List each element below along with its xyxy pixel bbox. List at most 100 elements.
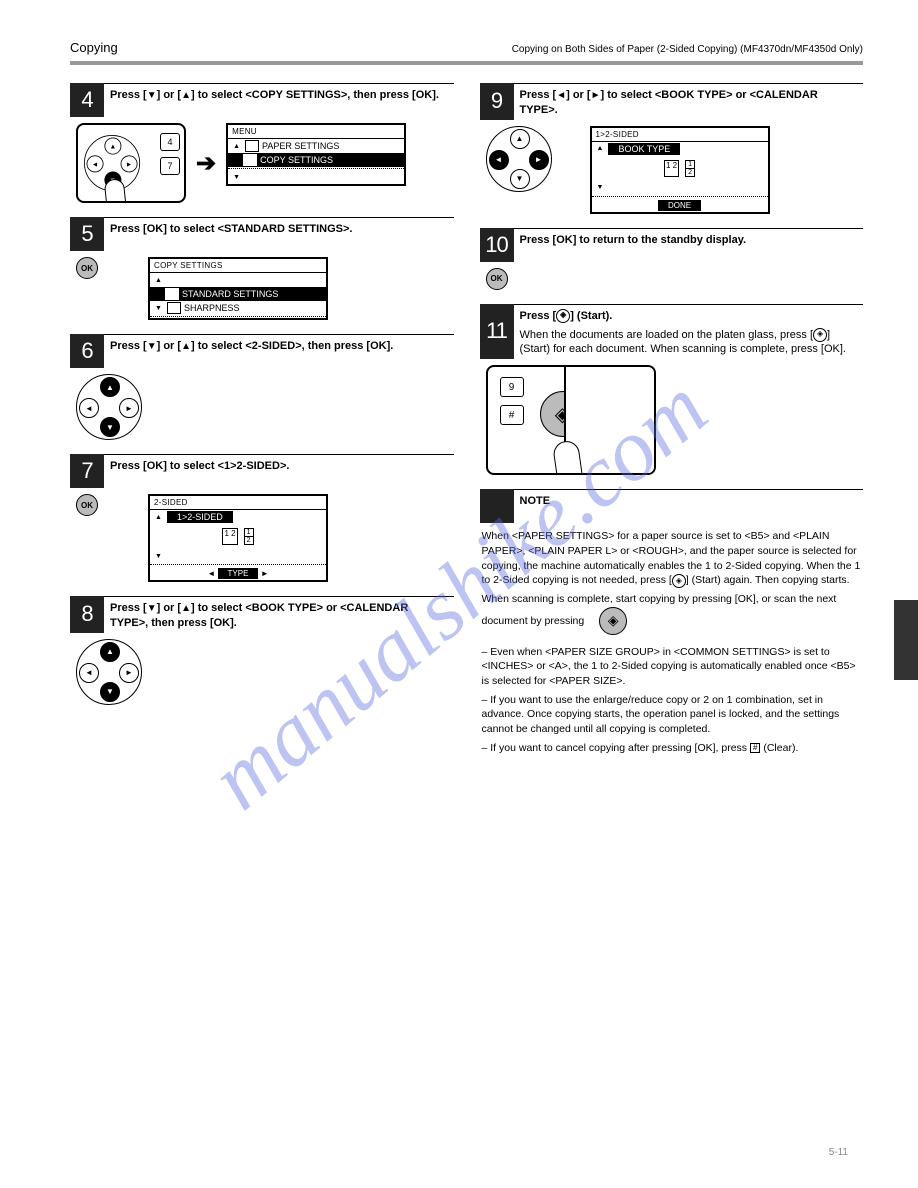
dpad-up-icon: ▲	[510, 129, 530, 149]
ok-button-icon: OK	[76, 257, 98, 279]
step-9-lcd: 1>2-SIDED ▲BOOK TYPE 1 2 12 ▼ DONE	[590, 126, 770, 214]
lcd-up-arrow-icon: ▲	[231, 143, 242, 150]
note-marker	[480, 489, 514, 523]
triangle-left-icon: ◄	[556, 90, 566, 101]
pages-12-icon: 1 2	[664, 160, 679, 177]
key-4: 4	[160, 133, 180, 151]
note-line-3c: If you want to cancel copying after pres…	[490, 742, 750, 754]
step-4-text-a: Press [	[110, 89, 147, 101]
header-left: Copying	[70, 40, 118, 55]
step-4-text-b: ] or [	[157, 89, 181, 101]
page-footer: 5-11	[0, 1147, 918, 1158]
dpad-down-icon: ▼	[100, 682, 120, 702]
step-4: 4 Press [▼] or [▲] to select <COPY SETTI…	[70, 83, 454, 203]
page-header: Copying Copying on Both Sides of Paper (…	[70, 40, 863, 65]
dpad-left-icon: ◄	[79, 398, 99, 418]
step-9-text-a: Press [	[520, 89, 557, 101]
step-7-lcd: 2-SIDED ▲1>2-SIDED 1 2 12 ▼ ◄ TYPE ►	[148, 494, 328, 582]
dpad-up-icon: ▲	[104, 138, 121, 155]
main-columns: 4 Press [▼] or [▲] to select <COPY SETTI…	[70, 83, 863, 755]
step-5-text: Press [OK] to select <STANDARD SETTINGS>…	[104, 217, 454, 251]
step-6-text-a: Press [	[110, 340, 147, 352]
note-text: When <PAPER SETTINGS> for a paper source…	[480, 529, 864, 755]
lcd-row-2: COPY SETTINGS	[260, 155, 333, 165]
ok-button-icon: OK	[486, 268, 508, 290]
lcd-left-arrow-icon: ◄	[207, 569, 215, 578]
lcd-icon-row: 1 2 12	[592, 156, 768, 181]
step-11-keypad-illustration: 9 # ◈	[486, 365, 656, 475]
step-4-lcd: MENU ▲PAPER SETTINGS COPY SETTINGS ▼	[226, 123, 406, 186]
lcd-right-arrow-icon: ►	[261, 569, 269, 578]
lcd-row-1: BOOK TYPE	[608, 143, 680, 155]
lcd-title: 2-SIDED	[150, 496, 326, 510]
ok-button-icon: OK	[76, 494, 98, 516]
note-header: NOTE	[520, 494, 551, 509]
lcd-up-arrow-icon: ▲	[153, 514, 164, 521]
lcd-down-arrow-icon: ▼	[153, 553, 164, 560]
step-9-text-b: ] or [	[566, 89, 590, 101]
dpad-icon: ▲ ◄ ► ▼	[486, 126, 552, 192]
page-number: 5-11	[829, 1147, 848, 1158]
step-7-text: Press [OK] to select <1>2-SIDED>.	[104, 454, 454, 488]
step-8-text-a: Press [	[110, 602, 147, 614]
left-column: 4 Press [▼] or [▲] to select <COPY SETTI…	[70, 83, 454, 755]
page-side-tab	[894, 600, 918, 680]
menu-item-icon	[165, 288, 179, 300]
pages-12-icon: 1 2	[222, 528, 237, 545]
step-10-number: 10	[480, 228, 514, 262]
step-8-text: Press [▼] or [▲] to select <BOOK TYPE> o…	[104, 596, 454, 633]
step-5-lcd: COPY SETTINGS ▲ STANDARD SETTINGS ▼SHARP…	[148, 257, 328, 320]
lcd-title: COPY SETTINGS	[150, 259, 326, 273]
step-11-text-a: Press [	[520, 310, 557, 322]
dpad-left-icon: ◄	[79, 663, 99, 683]
lcd-up-arrow-icon: ▲	[595, 145, 606, 152]
menu-item-icon	[245, 140, 259, 152]
dpad-right-icon: ►	[119, 663, 139, 683]
lcd-row-1: PAPER SETTINGS	[262, 141, 339, 151]
step-10-text: Press [OK] to return to the standby disp…	[514, 228, 864, 262]
triangle-up-icon: ▲	[181, 90, 191, 101]
step-9: 9 Press [◄] or [►] to select <BOOK TYPE>…	[480, 83, 864, 214]
triangle-down-icon: ▼	[147, 90, 157, 101]
step-4-text-c: ] to select <COPY SETTINGS>, then press …	[191, 89, 439, 101]
step-9-number: 9	[480, 83, 514, 120]
dpad-icon: ▲ ◄ ► ▼	[76, 639, 142, 705]
step-10: 10 Press [OK] to return to the standby d…	[480, 228, 864, 290]
note-block: NOTE When <PAPER SETTINGS> for a paper s…	[480, 489, 864, 755]
lcd-up-arrow-icon: ▲	[153, 277, 164, 284]
lcd-title: 1>2-SIDED	[592, 128, 768, 142]
note-line-2: When scanning is complete, start copying…	[482, 593, 837, 626]
lcd-icon-row: 1 2 12	[150, 524, 326, 549]
start-icon: ◈	[556, 309, 570, 323]
dpad-right-icon: ►	[121, 155, 138, 172]
step-11-text: Press [◈] (Start). When the documents ar…	[514, 304, 864, 360]
step-11-text-b: ] (Start).	[570, 310, 612, 322]
lcd-hint: TYPE	[218, 568, 259, 579]
start-button-icon: ◈	[599, 607, 627, 635]
step-9-text: Press [◄] or [►] to select <BOOK TYPE> o…	[514, 83, 864, 120]
step-11-number: 11	[480, 304, 514, 360]
step-6: 6 Press [▼] or [▲] to select <2-SIDED>, …	[70, 334, 454, 440]
triangle-down-icon: ▼	[147, 603, 157, 614]
dpad-right-icon: ►	[119, 398, 139, 418]
step-10-text-a: Press [OK] to return to the standby disp…	[520, 234, 747, 246]
step-6-number: 6	[70, 334, 104, 368]
key-hash: #	[500, 405, 524, 425]
pages-stack-icon: 12	[244, 528, 254, 545]
step-4-text: Press [▼] or [▲] to select <COPY SETTING…	[104, 83, 454, 117]
lcd-row-1: STANDARD SETTINGS	[182, 289, 278, 299]
step-6-text-b: ] or [	[157, 340, 181, 352]
step-11-text-c: When the documents are loaded on the pla…	[520, 329, 814, 341]
step-5-text-a: Press [OK] to select <STANDARD SETTINGS>…	[110, 223, 352, 235]
hash-key-icon: #	[750, 743, 760, 754]
start-icon: ◈	[813, 328, 827, 342]
triangle-down-icon: ▼	[147, 341, 157, 352]
step-4-number: 4	[70, 83, 104, 117]
dpad-up-icon: ▲	[100, 642, 120, 662]
dpad-up-icon: ▲	[100, 377, 120, 397]
key-9: 9	[500, 377, 524, 397]
step-8-number: 8	[70, 596, 104, 633]
note-line-3b: If you want to use the enlarge/reduce co…	[482, 694, 840, 735]
dpad-left-icon: ◄	[489, 150, 509, 170]
note-header-row: NOTE	[514, 489, 864, 523]
